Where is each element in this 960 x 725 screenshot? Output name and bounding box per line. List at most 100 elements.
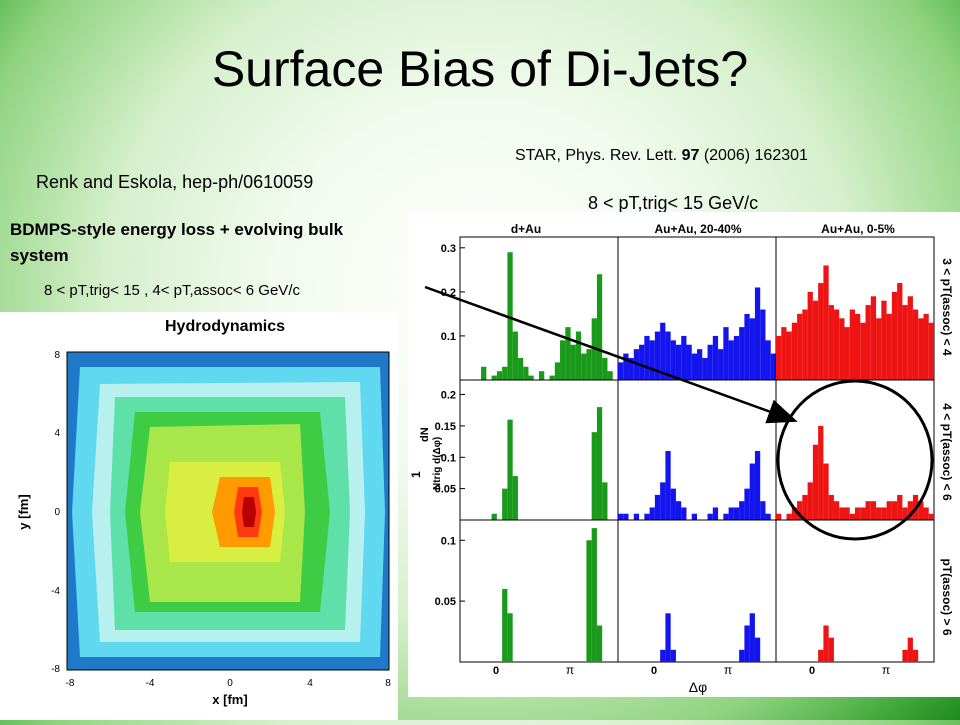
histogram-bar	[818, 425, 824, 520]
ytick-label: 0.2	[441, 287, 456, 299]
star-correlation-figure: 0.3 0.2 0.1 0.2 0.15 0.1 0.05 0.1 0.05 d+Au Au+A…	[408, 212, 960, 697]
histogram-bar	[654, 331, 661, 380]
histogram-bar	[765, 340, 771, 380]
histogram-bar	[865, 501, 871, 520]
histogram-bar	[828, 494, 834, 520]
histogram-bar	[697, 349, 703, 380]
histogram-bar	[607, 371, 613, 380]
star-ref-pages: (2006) 162301	[699, 147, 808, 164]
star-correlation-svg: 0.3 0.2 0.1 0.2 0.15 0.1 0.05 0.1 0.05 d+Au Au+A…	[409, 222, 954, 695]
histogram-bar	[776, 335, 782, 380]
hydro-ytick-m8: -8	[51, 664, 60, 675]
trigger-range-label: 8 < pT,trig< 15 GeV/c	[588, 193, 759, 213]
histogram-bar	[670, 649, 676, 662]
histogram-bar	[744, 488, 750, 520]
histogram-bar	[812, 300, 819, 380]
contour-level-9	[242, 497, 256, 527]
histogram-bar	[491, 375, 497, 380]
hydro-xtick-4: 4	[307, 678, 313, 689]
histogram-bar	[602, 482, 608, 520]
histogram-bar	[839, 318, 845, 380]
histogram-bar	[855, 313, 861, 380]
histogram-bar	[723, 327, 729, 381]
histogram-bar	[496, 371, 503, 380]
histogram-bar	[586, 540, 592, 662]
histogram-bar	[928, 513, 934, 520]
histogram-bar	[512, 331, 518, 380]
histogram-bar	[523, 366, 529, 380]
ylabel-dn: dN	[419, 427, 431, 442]
histogram-bar	[891, 291, 898, 381]
histogram-bar	[881, 507, 887, 520]
histogram-bar	[718, 349, 724, 380]
histogram-bar	[575, 331, 582, 380]
histogram-bar	[891, 501, 898, 520]
histogram-bar	[507, 252, 513, 380]
histogram-bar	[554, 362, 561, 381]
panel-grid: 0.3 0.2 0.1 0.2 0.15 0.1 0.05 0.1 0.05	[435, 236, 935, 663]
histogram-bar	[865, 305, 871, 380]
histogram-bar	[902, 507, 908, 520]
histogram-bar	[749, 613, 755, 662]
histogram-bar	[749, 463, 755, 520]
histogram-bar	[502, 588, 508, 662]
histogram-bar	[660, 649, 666, 662]
hydro-xtick-8: 8	[385, 678, 391, 689]
ytick-label: 0.3	[441, 243, 456, 255]
histogram-bar	[481, 366, 487, 380]
histogram-bar	[623, 353, 629, 380]
xtick-pi-col2: π	[724, 663, 732, 677]
histogram-bar	[691, 513, 697, 520]
ylabel-one: 1	[409, 471, 423, 478]
histogram-bar	[649, 340, 655, 380]
histogram-bar	[507, 613, 513, 662]
xtick-zero-col2: 0	[651, 665, 657, 677]
histogram-bar	[549, 375, 555, 380]
hydro-xlabel: x [fm]	[212, 692, 247, 707]
histogram-bar	[928, 322, 934, 380]
histogram-bar	[823, 625, 829, 662]
histogram-bar	[639, 344, 645, 380]
hydro-title: Hydrodynamics	[165, 318, 285, 335]
slide-title: Surface Bias of Di-Jets?	[211, 41, 749, 97]
col-title-dau: d+Au	[511, 222, 541, 236]
histogram-bar	[754, 637, 761, 662]
histogram-bar	[618, 513, 624, 520]
histogram-bar	[691, 353, 697, 380]
histogram-bar	[633, 349, 640, 380]
histogram-bar	[912, 494, 919, 520]
histogram-bar	[728, 340, 734, 380]
histogram-bar	[844, 327, 850, 381]
histogram-bar	[812, 444, 819, 520]
histogram-bar	[744, 625, 750, 662]
histogram-bar	[828, 637, 834, 662]
histogram-bar	[860, 507, 866, 520]
hydro-xtick-0: 0	[227, 678, 233, 689]
histogram-bar	[565, 327, 571, 381]
xlabel-dphi: Δφ	[689, 679, 707, 695]
histogram-bar	[728, 507, 734, 520]
histogram-bar	[781, 327, 787, 381]
xtick-zero-col3: 0	[809, 665, 815, 677]
histogram-bar	[907, 637, 913, 662]
ytick-label: 0.1	[441, 331, 456, 343]
histogram-bar	[517, 357, 524, 380]
histogram-bar	[712, 335, 719, 380]
histogram-bar	[786, 513, 792, 520]
histogram-bar	[596, 625, 603, 662]
histogram-bar	[644, 513, 650, 520]
row-label-1: 3 < pT(assoc) < 4	[940, 258, 954, 356]
histogram-bar	[502, 366, 508, 380]
histogram-bar	[912, 649, 919, 662]
histogram-bar	[765, 513, 771, 520]
histogram-bar	[876, 318, 882, 380]
hydro-contour-svg: Hydrodynamics 8 4 0 -4 -8 -8 -4 0 4 8 x …	[16, 318, 391, 707]
star-reference: STAR, Phys. Rev. Lett. 97 (2006) 162301	[515, 147, 808, 165]
histogram-bar	[918, 501, 924, 520]
histogram-bar	[839, 507, 845, 520]
histogram-bar	[823, 463, 829, 520]
histogram-bar	[918, 318, 924, 380]
histogram-bar	[802, 494, 808, 520]
ytick-label: 0.05	[435, 484, 456, 496]
histogram-bar	[912, 309, 919, 380]
